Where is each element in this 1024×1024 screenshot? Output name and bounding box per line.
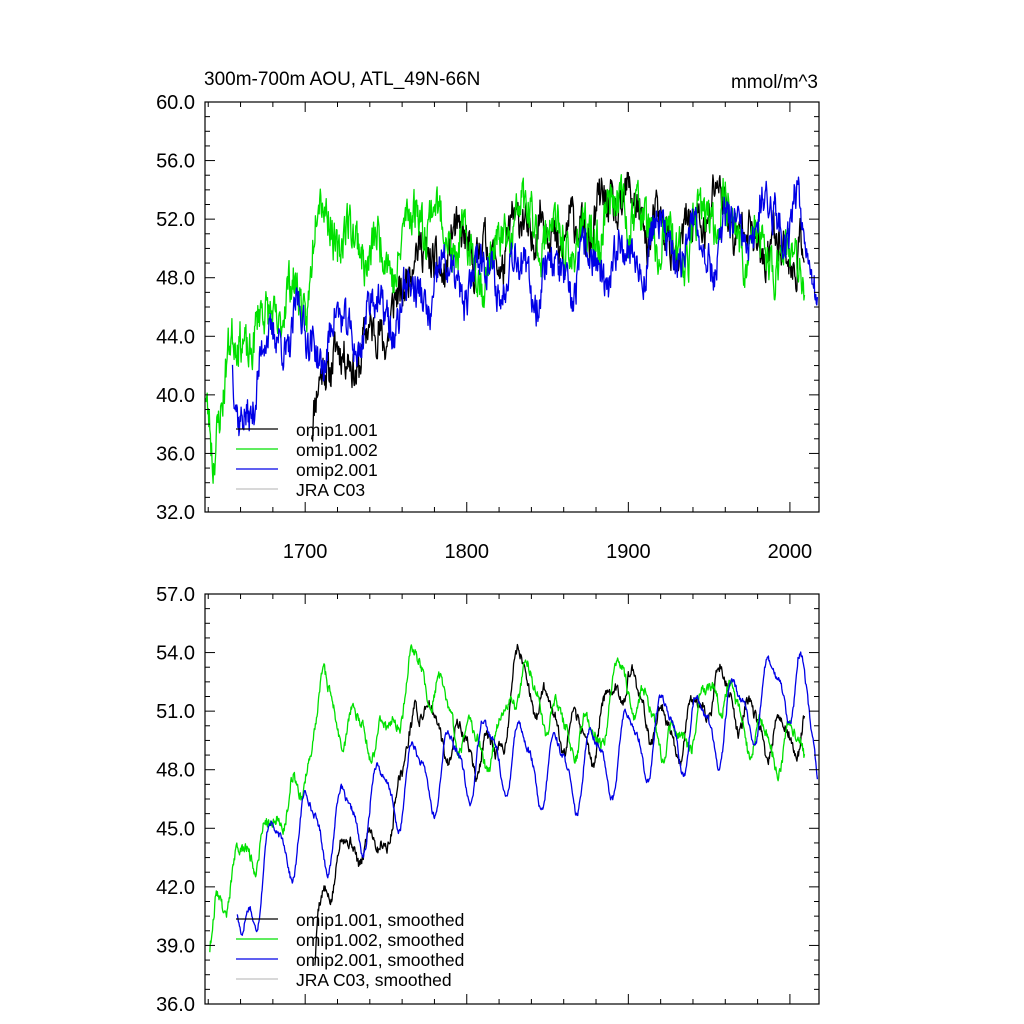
- y-tick-label: 52.0: [156, 209, 195, 231]
- y-tick-label: 57.0: [156, 584, 195, 606]
- y-tick-label: 48.0: [156, 268, 195, 290]
- y-tick-label: 36.0: [156, 994, 195, 1016]
- y-tick-label: 45.0: [156, 818, 195, 840]
- x-tick-label: 2000: [768, 541, 813, 563]
- y-tick-label: 56.0: [156, 151, 195, 173]
- y-tick-label: 42.0: [156, 877, 195, 899]
- y-tick-label: 32.0: [156, 502, 195, 524]
- legend-label: JRA C03, smoothed: [296, 970, 452, 990]
- series-group: [209, 643, 819, 966]
- legend-label: omip1.001: [296, 420, 378, 440]
- y-tick-label: 60.0: [156, 92, 195, 114]
- y-tick-label: 44.0: [156, 326, 195, 348]
- top-chart-panel: 300m-700m AOU, ATL_49N-66N mmol/m^3 32.0…: [156, 69, 820, 563]
- y-tick-label: 40.0: [156, 385, 195, 407]
- series-group: [205, 171, 819, 484]
- series-line-omip2-001-smoothed: [236, 651, 819, 936]
- bottom-chart-panel: 36.0 39.0 42.0 45.0 48.0 51.0 54.0 57.0 omip1.00…: [156, 584, 820, 1016]
- legend-label: omip2.001, smoothed: [296, 950, 464, 970]
- top-chart-title: 300m-700m AOU, ATL_49N-66N: [204, 69, 480, 90]
- legend-label: omip1.002, smoothed: [296, 930, 464, 950]
- y-tick-label: 48.0: [156, 760, 195, 782]
- x-tick-label: 1800: [445, 541, 490, 563]
- y-tick-label: 36.0: [156, 443, 195, 465]
- series-line-omip1-001-smoothed: [314, 643, 806, 966]
- legend-label: omip1.001, smoothed: [296, 910, 464, 930]
- series-line-omip1-002-smoothed: [209, 644, 806, 953]
- series-line-omip1-001: [310, 171, 805, 442]
- x-tick-label: 1700: [283, 541, 328, 563]
- legend-label: omip2.001: [296, 460, 378, 480]
- y-tick-label: 51.0: [156, 701, 195, 723]
- top-chart-units: mmol/m^3: [731, 72, 818, 93]
- legend-label: omip1.002: [296, 440, 378, 460]
- y-tick-label: 54.0: [156, 643, 195, 665]
- x-tick-label: 1900: [606, 541, 651, 563]
- series-line-omip2-001: [231, 176, 819, 437]
- y-tick-label: 39.0: [156, 935, 195, 957]
- series-line-omip1-002: [205, 174, 806, 484]
- legend-label: JRA C03: [296, 480, 365, 500]
